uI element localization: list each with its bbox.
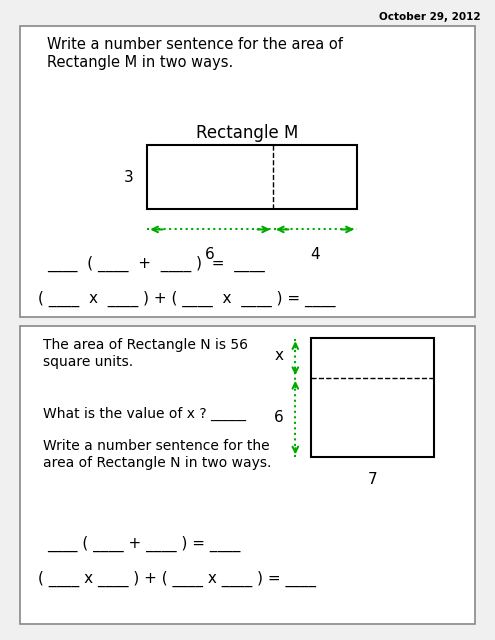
Text: 6: 6: [205, 247, 215, 262]
Text: 7: 7: [368, 472, 378, 487]
Text: ( ____  x  ____ ) + ( ____  x  ____ ) = ____: ( ____ x ____ ) + ( ____ x ____ ) = ____: [38, 291, 336, 307]
Text: x: x: [275, 348, 284, 363]
Text: Rectangle M: Rectangle M: [197, 124, 298, 142]
Text: ____  ( ____  +  ____ )  =  ____: ____ ( ____ + ____ ) = ____: [47, 256, 265, 273]
Text: 4: 4: [310, 247, 320, 262]
Bar: [311, 339, 434, 458]
Text: Write a number sentence for the
area of Rectangle N in two ways.: Write a number sentence for the area of …: [43, 440, 271, 470]
Text: ____ ( ____ + ____ ) = ____: ____ ( ____ + ____ ) = ____: [47, 536, 241, 552]
Text: October 29, 2012: October 29, 2012: [379, 12, 480, 22]
Text: ( ____ x ____ ) + ( ____ x ____ ) = ____: ( ____ x ____ ) + ( ____ x ____ ) = ____: [38, 572, 316, 588]
Text: What is the value of x ? _____: What is the value of x ? _____: [43, 407, 246, 421]
Text: 3: 3: [124, 170, 134, 184]
Bar: [148, 145, 357, 209]
Text: The area of Rectangle N is 56
square units.: The area of Rectangle N is 56 square uni…: [43, 339, 248, 369]
Text: 6: 6: [274, 410, 284, 425]
Text: Write a number sentence for the area of
Rectangle M in two ways.: Write a number sentence for the area of …: [47, 37, 343, 70]
